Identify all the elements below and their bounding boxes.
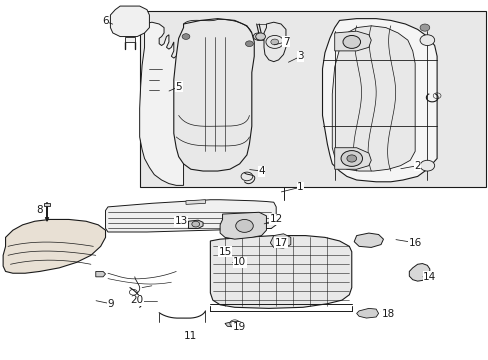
Text: 6: 6 — [102, 17, 109, 27]
Text: 9: 9 — [107, 299, 114, 309]
Text: 16: 16 — [407, 238, 421, 248]
Text: 11: 11 — [184, 331, 197, 341]
Polygon shape — [110, 6, 149, 37]
Polygon shape — [334, 31, 370, 51]
Text: 19: 19 — [232, 322, 246, 332]
Polygon shape — [210, 235, 351, 309]
Polygon shape — [356, 309, 378, 318]
Text: 17: 17 — [274, 238, 287, 248]
Polygon shape — [185, 200, 205, 204]
Text: 13: 13 — [174, 216, 187, 226]
Polygon shape — [224, 321, 244, 327]
Text: 20: 20 — [130, 295, 143, 305]
Circle shape — [419, 35, 434, 45]
Circle shape — [270, 39, 278, 45]
Text: 4: 4 — [258, 166, 264, 176]
Circle shape — [419, 160, 434, 171]
Text: 10: 10 — [233, 257, 245, 267]
Polygon shape — [220, 212, 266, 239]
Polygon shape — [334, 148, 370, 169]
Circle shape — [235, 220, 253, 232]
Polygon shape — [173, 19, 254, 171]
Text: 7: 7 — [282, 37, 289, 47]
Polygon shape — [43, 203, 50, 206]
Polygon shape — [96, 271, 105, 277]
Circle shape — [346, 155, 356, 162]
Text: 8: 8 — [36, 206, 43, 216]
Circle shape — [342, 36, 360, 48]
Circle shape — [191, 221, 199, 227]
Text: 14: 14 — [422, 272, 435, 282]
Text: 12: 12 — [269, 215, 282, 224]
Polygon shape — [353, 233, 383, 247]
Text: 2: 2 — [413, 161, 420, 171]
Circle shape — [245, 41, 253, 46]
Polygon shape — [331, 26, 414, 171]
Circle shape — [340, 150, 362, 166]
Polygon shape — [264, 22, 285, 62]
Text: 1: 1 — [297, 182, 303, 192]
Text: 15: 15 — [218, 247, 231, 257]
Circle shape — [182, 34, 189, 40]
Circle shape — [265, 36, 283, 48]
Circle shape — [253, 33, 263, 40]
Polygon shape — [188, 220, 203, 228]
Circle shape — [419, 24, 429, 31]
Polygon shape — [125, 37, 135, 42]
Circle shape — [255, 33, 265, 40]
Polygon shape — [322, 19, 436, 182]
Polygon shape — [140, 22, 183, 185]
Polygon shape — [105, 200, 276, 232]
Polygon shape — [408, 264, 429, 281]
Text: 5: 5 — [175, 82, 182, 92]
Text: 3: 3 — [297, 51, 303, 61]
Bar — [140, 12, 485, 187]
Text: 18: 18 — [381, 310, 394, 319]
Polygon shape — [3, 220, 105, 273]
Polygon shape — [270, 234, 290, 248]
